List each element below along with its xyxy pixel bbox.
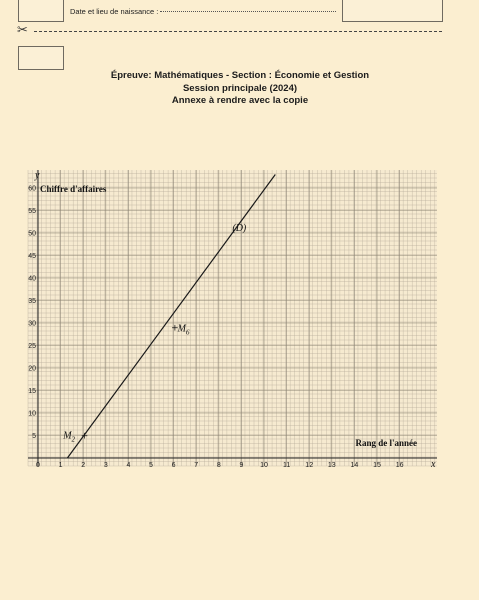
x-tick-label: 12 xyxy=(305,462,313,469)
x-tick-label: 2 xyxy=(81,462,85,469)
code-box xyxy=(18,46,64,70)
y-tick-label: 40 xyxy=(28,276,36,283)
line-d-label: (D) xyxy=(232,223,247,234)
birth-dotted-line xyxy=(160,11,336,12)
x-axis-title: Rang de l'année xyxy=(355,438,417,448)
line-d xyxy=(66,174,276,459)
title-line-2: Session principale (2024) xyxy=(182,82,298,94)
x-tick-label: 4 xyxy=(126,462,130,469)
title-line-1: Épreuve: Mathématiques - Section : Écono… xyxy=(110,70,370,81)
y-tick-label: 25 xyxy=(28,343,36,350)
x-tick-label: 9 xyxy=(239,462,243,469)
x-tick-label: 15 xyxy=(373,462,381,469)
x-tick-label: 10 xyxy=(260,462,268,469)
y-tick-label: 30 xyxy=(28,321,36,328)
y-axis-title: Chiffre d'affaires xyxy=(40,184,107,194)
point-marker: + xyxy=(171,324,179,334)
y-tick-label: 55 xyxy=(28,208,36,215)
y-tick-label: 10 xyxy=(28,411,36,418)
exam-title: Épreuve: Mathématiques - Section : Écono… xyxy=(60,70,420,108)
point-marker: + xyxy=(81,432,89,442)
y-tick-label: 45 xyxy=(28,253,36,260)
x-tick-label: 14 xyxy=(351,462,359,469)
plot-area xyxy=(28,170,437,466)
x-tick-label: 6 xyxy=(172,462,176,469)
title-line-3: Annexe à rendre avec la copie xyxy=(171,95,309,106)
x-axis-letter: x xyxy=(430,459,436,470)
x-tick-label: 8 xyxy=(217,462,221,469)
y-tick-label: 50 xyxy=(28,231,36,238)
cut-line xyxy=(34,31,442,32)
x-tick-label: 1 xyxy=(59,462,63,469)
y-tick-label: 5 xyxy=(32,433,36,440)
x-tick-label: 7 xyxy=(194,462,198,469)
name-box xyxy=(18,0,64,22)
scissors-icon: ✂ xyxy=(17,23,28,38)
x-tick-label: 5 xyxy=(149,462,153,469)
x-tick-label: 3 xyxy=(104,462,108,469)
signature-box xyxy=(342,0,443,22)
x-tick-label: 0 xyxy=(36,462,40,469)
y-tick-label: 20 xyxy=(28,366,36,373)
x-tick-label: 11 xyxy=(283,462,290,469)
birth-label: Date et lieu de naissance : xyxy=(70,7,159,16)
y-tick-label: 35 xyxy=(28,298,36,305)
y-tick-label: 15 xyxy=(28,388,36,395)
fine-grid xyxy=(27,170,437,467)
x-tick-label: 16 xyxy=(396,462,404,469)
y-axis-letter: y xyxy=(34,170,40,181)
x-tick-label: 13 xyxy=(328,462,336,469)
y-tick-label: 60 xyxy=(28,186,36,193)
